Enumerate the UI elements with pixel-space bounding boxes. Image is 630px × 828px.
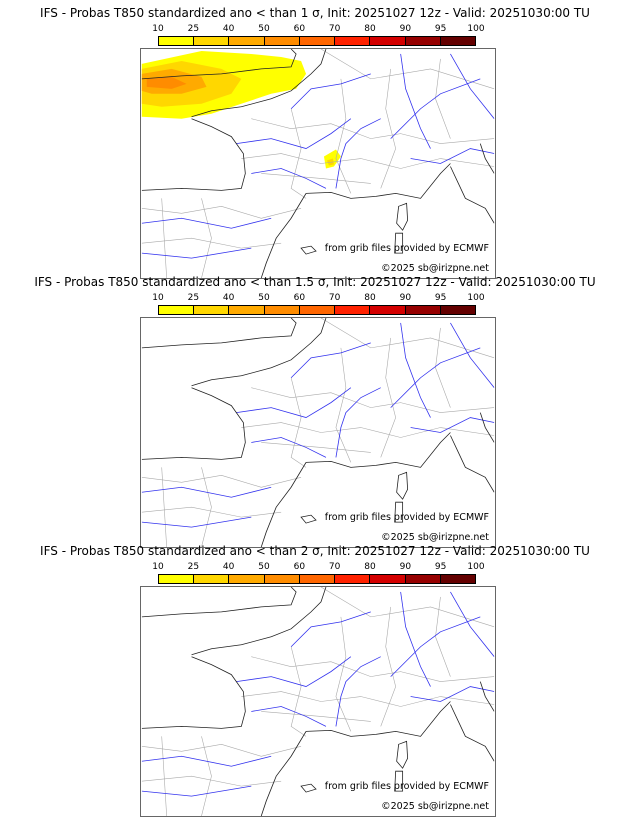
colorbar-tick-label: 90 xyxy=(399,562,412,572)
colorbar-segment xyxy=(159,306,195,314)
colorbar-tick-label: 10 xyxy=(152,562,164,572)
colorbar-segment xyxy=(440,306,475,314)
panel-title: IFS - Probas T850 standardized ano < tha… xyxy=(40,544,590,558)
colorbar-segment xyxy=(335,306,371,314)
colorbar-tick-label: 100 xyxy=(467,293,485,303)
colorbar-segment xyxy=(194,306,230,314)
map-area[interactable]: from grib files provided by ECMWF ©2025 … xyxy=(140,586,496,817)
colorbar-tick-label: 100 xyxy=(467,562,485,572)
copyright: ©2025 sb@irizpne.net xyxy=(381,532,489,543)
colorbar-tick-label: 10 xyxy=(152,24,164,34)
colorbar-tick-label: 50 xyxy=(258,293,270,303)
colorbar xyxy=(158,305,476,315)
colorbar-segment xyxy=(264,306,300,314)
map-area[interactable]: from grib files provided by ECMWF ©2025 … xyxy=(140,317,496,548)
colorbar-tick-label: 70 xyxy=(328,24,341,34)
colorbar-segment xyxy=(299,37,336,45)
colorbar-segment xyxy=(370,306,406,314)
colorbar xyxy=(158,574,476,584)
colorbar-tick-label: 80 xyxy=(364,562,376,572)
colorbar-tick-label: 25 xyxy=(187,562,200,572)
colorbar-tick-label: 95 xyxy=(434,24,447,34)
colorbar-tick-label: 90 xyxy=(399,24,412,34)
copyright: ©2025 sb@irizpne.net xyxy=(381,801,489,812)
map-panel-1: IFS - Probas T850 standardized ano < tha… xyxy=(0,5,630,279)
colorbar-tick-label: 80 xyxy=(364,24,376,34)
colorbar-ticks: 10 25 40 50 60 70 80 90 95 100 xyxy=(152,562,484,573)
colorbar-segment xyxy=(370,37,406,45)
colorbar-tick-label: 25 xyxy=(187,24,200,34)
colorbar-tick-label: 80 xyxy=(364,293,376,303)
source-credit: from grib files provided by ECMWF xyxy=(324,512,489,523)
colorbar xyxy=(158,36,476,46)
colorbar-tick-label: 95 xyxy=(434,562,447,572)
colorbar-tick-label: 40 xyxy=(222,562,235,572)
colorbar-tick-label: 70 xyxy=(328,293,341,303)
colorbar-tick-label: 60 xyxy=(293,293,306,303)
colorbar-segment xyxy=(299,575,336,583)
colorbar-segment xyxy=(159,37,195,45)
map-area[interactable]: from grib files provided by ECMWF ©2025 … xyxy=(140,48,496,279)
colorbar-segment xyxy=(299,306,336,314)
colorbar-segment xyxy=(229,575,265,583)
colorbar-tick-label: 70 xyxy=(328,562,341,572)
colorbar-tick-label: 60 xyxy=(293,24,306,34)
colorbar-segment xyxy=(264,37,300,45)
colorbar-segment xyxy=(194,575,230,583)
colorbar-tick-label: 50 xyxy=(258,24,270,34)
colorbar-segment xyxy=(194,37,230,45)
map-panel-3: IFS - Probas T850 standardized ano < tha… xyxy=(0,543,630,817)
colorbar-segment xyxy=(229,37,265,45)
colorbar-segment xyxy=(440,575,475,583)
colorbar-tick-label: 100 xyxy=(467,24,485,34)
panel-title: IFS - Probas T850 standardized ano < tha… xyxy=(34,275,596,289)
map-svg xyxy=(141,49,495,278)
colorbar-segment xyxy=(229,306,265,314)
copyright: ©2025 sb@irizpne.net xyxy=(381,263,489,274)
panel-title: IFS - Probas T850 standardized ano < tha… xyxy=(40,6,590,20)
colorbar-tick-label: 25 xyxy=(187,293,200,303)
colorbar-segment xyxy=(405,575,441,583)
map-panel-2: IFS - Probas T850 standardized ano < tha… xyxy=(0,274,630,548)
source-credit: from grib files provided by ECMWF xyxy=(324,781,489,792)
colorbar-tick-label: 90 xyxy=(399,293,412,303)
colorbar-segment xyxy=(264,575,300,583)
colorbar-segment xyxy=(370,575,406,583)
colorbar-tick-label: 95 xyxy=(434,293,447,303)
colorbar-segment xyxy=(440,37,475,45)
colorbar-tick-label: 40 xyxy=(222,293,235,303)
colorbar-segment xyxy=(159,575,195,583)
colorbar-tick-label: 60 xyxy=(293,562,306,572)
colorbar-tick-label: 50 xyxy=(258,562,270,572)
colorbar-segment xyxy=(405,306,441,314)
colorbar-segment xyxy=(335,575,371,583)
anomaly-probability-area xyxy=(141,50,341,169)
colorbar-segment xyxy=(335,37,371,45)
source-credit: from grib files provided by ECMWF xyxy=(324,243,489,254)
colorbar-tick-label: 40 xyxy=(222,24,235,34)
colorbar-segment xyxy=(405,37,441,45)
colorbar-tick-label: 10 xyxy=(152,293,164,303)
colorbar-ticks: 10 25 40 50 60 70 80 90 95 100 xyxy=(152,24,484,35)
colorbar-ticks: 10 25 40 50 60 70 80 90 95 100 xyxy=(152,293,484,304)
